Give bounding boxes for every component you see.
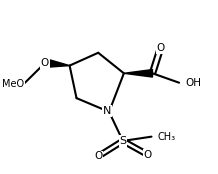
Text: N: N [102,106,111,116]
Text: O: O [94,151,102,161]
Text: O: O [41,58,49,68]
Text: CH₃: CH₃ [158,132,176,142]
Polygon shape [124,70,152,77]
Polygon shape [44,59,70,68]
Text: O: O [143,150,152,160]
Text: MeO: MeO [2,80,24,89]
Text: O: O [156,44,165,53]
Text: OH: OH [186,78,201,88]
Text: S: S [119,136,126,146]
